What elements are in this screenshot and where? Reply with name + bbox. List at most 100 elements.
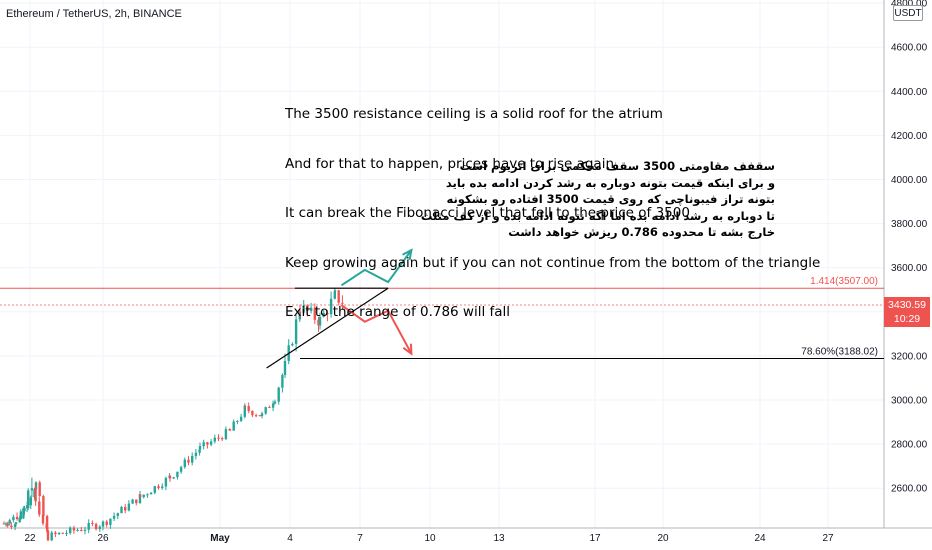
candle-body bbox=[38, 501, 41, 515]
last-price-badge: 3430.59 10:29 bbox=[884, 297, 930, 327]
candle-body bbox=[194, 452, 198, 456]
bearish-scenario-arrow[interactable] bbox=[340, 304, 413, 355]
candle-body bbox=[221, 438, 224, 440]
persian-note-line: تا دوباره به رشد ادامه بده اما اگه نتونه… bbox=[420, 208, 775, 223]
candle-body bbox=[109, 518, 112, 525]
candle-body bbox=[153, 486, 156, 493]
candle-body bbox=[341, 302, 344, 304]
candle-body bbox=[142, 494, 145, 498]
symbol-title[interactable]: Ethereum / TetherUS, 2h, BINANCE bbox=[6, 8, 182, 20]
candle-body bbox=[309, 307, 313, 311]
candle-body bbox=[254, 415, 258, 417]
candle-body bbox=[260, 413, 264, 416]
candle-body bbox=[80, 530, 83, 532]
y-tick-label: 3600.00 bbox=[891, 263, 928, 274]
candle-body bbox=[172, 477, 175, 479]
candle-body bbox=[30, 488, 34, 491]
candle-body bbox=[168, 475, 172, 479]
candle-body bbox=[333, 291, 336, 299]
y-tick-label: 4400.00 bbox=[891, 87, 928, 98]
candle-body bbox=[4, 523, 8, 525]
candle-body bbox=[41, 514, 45, 524]
english-analysis-note: The 3500 resistance ceiling is a solid r… bbox=[285, 73, 820, 354]
persian-analysis-note: سقفف مقاومتی 3500 سقف محکمی برای اتریوم … bbox=[420, 158, 775, 241]
y-tick-label: 4600.00 bbox=[891, 43, 928, 54]
currency-button[interactable]: USDT bbox=[893, 5, 923, 21]
persian-note-line: بتونه تراز فیبوناچی که روی قیمت 3500 افت… bbox=[446, 192, 775, 206]
candle-body bbox=[213, 437, 216, 442]
candle-body bbox=[271, 403, 275, 408]
candle-body bbox=[236, 420, 239, 422]
persian-note-line: و برای اینکه قیمت بتونه دوباره به رشد کر… bbox=[445, 175, 775, 190]
candle-body bbox=[318, 316, 322, 326]
y-tick-label: 4800.00 bbox=[891, 0, 928, 10]
candle-body bbox=[27, 490, 30, 509]
candle-body bbox=[18, 518, 21, 523]
candle-body bbox=[76, 530, 79, 532]
candle-body bbox=[13, 524, 17, 528]
candle-body bbox=[23, 508, 26, 512]
candle-body bbox=[72, 527, 76, 531]
candle-body bbox=[105, 521, 108, 525]
candle-body bbox=[157, 486, 160, 489]
candle-body bbox=[228, 429, 232, 431]
candle-body bbox=[69, 527, 72, 533]
bullish-scenario-arrow[interactable] bbox=[340, 249, 413, 287]
y-tick-label: 4000.00 bbox=[891, 175, 928, 186]
y-tick-label: 2600.00 bbox=[891, 484, 928, 495]
candle-body bbox=[322, 312, 325, 317]
candle-body bbox=[91, 522, 94, 524]
x-tick-label: May bbox=[210, 533, 230, 544]
candle-body bbox=[149, 492, 153, 495]
candle-body bbox=[54, 532, 57, 535]
candle-body bbox=[112, 515, 116, 519]
bullish-arrow-head-icon bbox=[402, 248, 413, 261]
candle-body bbox=[65, 532, 68, 534]
candle-body bbox=[19, 511, 22, 520]
candle-body bbox=[138, 494, 142, 498]
candle-body bbox=[15, 516, 19, 520]
candle-body bbox=[224, 429, 228, 440]
last-price-value: 3430.59 bbox=[888, 299, 926, 311]
candle-body bbox=[298, 311, 302, 313]
candle-body bbox=[94, 523, 98, 530]
persian-note-line: سقفف مقاومتی 3500 سقف محکمی برای اتریوم … bbox=[459, 159, 775, 173]
candle-body bbox=[291, 343, 294, 346]
y-tick-label: 4200.00 bbox=[891, 131, 928, 142]
x-tick-label: 20 bbox=[657, 533, 669, 544]
candle-body bbox=[313, 307, 316, 320]
candle-body bbox=[8, 520, 11, 524]
x-tick-label: 13 bbox=[493, 533, 505, 544]
candle-body bbox=[239, 416, 243, 421]
x-tick-label: 27 bbox=[822, 533, 834, 544]
candle-body bbox=[191, 455, 194, 463]
candle-body bbox=[268, 407, 271, 409]
candle-body bbox=[329, 298, 333, 315]
candle-body bbox=[317, 319, 320, 326]
y-tick-label: 3200.00 bbox=[891, 351, 928, 362]
candle-body bbox=[217, 437, 220, 439]
candle-body bbox=[294, 319, 298, 344]
candle-body bbox=[281, 375, 284, 388]
candle-body bbox=[306, 305, 309, 311]
candle-body bbox=[146, 494, 149, 496]
triangle-lower-trendline[interactable] bbox=[266, 287, 389, 369]
candle-body bbox=[202, 442, 205, 447]
candle-body bbox=[283, 360, 287, 376]
candle-body bbox=[277, 387, 280, 402]
candle-body bbox=[46, 530, 50, 541]
x-tick-label: 10 bbox=[424, 533, 436, 544]
candle-body bbox=[164, 477, 168, 487]
candle-body bbox=[131, 499, 134, 504]
candle-body bbox=[45, 523, 48, 528]
candle-body bbox=[302, 305, 305, 313]
candle-body bbox=[10, 525, 13, 528]
candle-body bbox=[179, 467, 183, 472]
x-tick-label: 26 bbox=[97, 533, 109, 544]
candle-body bbox=[337, 290, 340, 303]
fib-lower-label: 78.60%(3188.02) bbox=[801, 347, 878, 358]
candle-body bbox=[187, 459, 190, 463]
candle-body bbox=[42, 496, 45, 517]
